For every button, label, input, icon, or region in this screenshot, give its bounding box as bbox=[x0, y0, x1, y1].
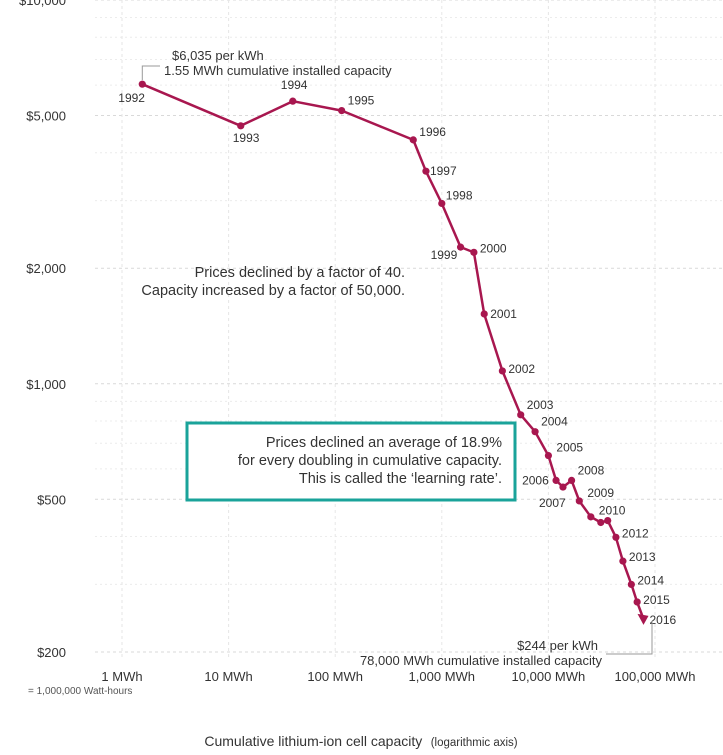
year-label: 2005 bbox=[556, 441, 583, 455]
year-label: 2003 bbox=[527, 398, 554, 412]
year-label: 1993 bbox=[233, 131, 260, 145]
x-axis-title-main: Cumulative lithium-ion cell capacity bbox=[204, 733, 422, 749]
data-point bbox=[237, 122, 245, 130]
start-capacity-annotation: 1.55 MWh cumulative installed capacity bbox=[164, 63, 392, 78]
year-label: 2001 bbox=[490, 307, 517, 321]
data-point bbox=[604, 516, 612, 525]
summary-line-2: Capacity increased by a factor of 50,000… bbox=[141, 283, 405, 299]
start-price-annotation: $6,035 per kWh bbox=[172, 48, 264, 63]
year-label: 2010 bbox=[599, 503, 626, 517]
year-label: 2013 bbox=[629, 550, 656, 564]
data-point bbox=[587, 513, 595, 521]
x-axis: 1 MWh 10 MWh 100 MWh 1,000 MWh 10,000 MWh 100… bbox=[101, 669, 695, 684]
year-label: 1992 bbox=[118, 91, 145, 105]
year-label: 1996 bbox=[419, 125, 446, 139]
year-label: 1997 bbox=[430, 164, 457, 178]
y-axis: $10,000 $5,000 $2,000 $1,000 $500 $200 bbox=[19, 0, 66, 660]
data-point bbox=[544, 451, 553, 460]
x-tick-note: = 1,000,000 Watt-hours bbox=[28, 686, 132, 697]
x-tick-label: 100 MWh bbox=[307, 669, 363, 684]
x-axis-title-note: (logarithmic axis) bbox=[431, 737, 518, 749]
data-point bbox=[633, 598, 641, 606]
y-tick-label: $5,000 bbox=[26, 109, 66, 124]
data-point bbox=[470, 248, 478, 256]
data-point bbox=[627, 580, 635, 589]
data-point bbox=[456, 243, 465, 251]
data-point bbox=[138, 80, 146, 88]
x-tick-label: 1,000 MWh bbox=[409, 669, 475, 684]
summary-line-1: Prices declined by a factor of 40. bbox=[195, 265, 405, 281]
data-point bbox=[612, 533, 620, 541]
learning-rate-line-3: This is called the ‘learning rate’. bbox=[299, 471, 502, 487]
y-tick-label: $500 bbox=[37, 492, 66, 507]
learning-rate-line-2: for every doubling in cumulative capacit… bbox=[238, 453, 502, 469]
data-point bbox=[597, 518, 605, 527]
data-point bbox=[438, 199, 446, 208]
data-point bbox=[498, 367, 506, 375]
year-label: 2007 bbox=[539, 496, 566, 510]
y-tick-label: $10,000 bbox=[19, 0, 66, 8]
year-label: 2000 bbox=[480, 241, 507, 255]
data-point bbox=[289, 97, 297, 105]
year-labels: 1992 1993 1994 1995 1996 1997 1998 1999 2000 2001… bbox=[118, 78, 676, 627]
data-point bbox=[559, 483, 567, 491]
x-tick-label: 100,000 MWh bbox=[615, 669, 696, 684]
series-end-arrow bbox=[637, 613, 649, 625]
x-tick-label: 1 MWh bbox=[101, 669, 142, 684]
year-label: 1995 bbox=[348, 94, 375, 108]
year-label: 2004 bbox=[541, 415, 568, 429]
year-label: 2006 bbox=[522, 473, 549, 487]
year-label: 2002 bbox=[508, 362, 535, 376]
data-point bbox=[575, 497, 583, 505]
data-point bbox=[338, 106, 346, 115]
price-series-line bbox=[141, 83, 645, 620]
data-point bbox=[552, 476, 560, 484]
year-label: 2008 bbox=[578, 463, 605, 477]
year-label: 2014 bbox=[637, 573, 664, 587]
y-tick-label: $200 bbox=[37, 645, 66, 660]
year-label: 1994 bbox=[281, 78, 308, 92]
y-tick-label: $1,000 bbox=[26, 377, 66, 392]
data-point bbox=[517, 411, 525, 419]
year-label: 2016 bbox=[649, 613, 676, 627]
learning-rate-box bbox=[185, 421, 517, 502]
start-annotation-leader bbox=[141, 65, 160, 81]
points-layer bbox=[138, 80, 649, 625]
x-tick-label: 10,000 MWh bbox=[512, 669, 586, 684]
year-label: 2012 bbox=[622, 526, 649, 540]
x-axis-title: Cumulative lithium-ion cell capacity (lo… bbox=[204, 733, 517, 750]
data-point bbox=[619, 557, 627, 565]
year-label: 1998 bbox=[446, 188, 473, 202]
year-label: 2015 bbox=[643, 593, 670, 607]
data-point bbox=[567, 476, 576, 484]
end-price-annotation: $244 per kWh bbox=[517, 638, 598, 653]
y-tick-label: $2,000 bbox=[26, 261, 66, 276]
learning-rate-line-1: Prices declined an average of 18.9% bbox=[266, 435, 502, 451]
year-label: 2009 bbox=[587, 486, 614, 500]
data-point bbox=[531, 428, 539, 436]
end-capacity-annotation: 78,000 MWh cumulative installed capacity bbox=[360, 653, 603, 668]
data-point bbox=[409, 136, 417, 144]
data-point bbox=[480, 310, 488, 318]
x-tick-label: 10 MWh bbox=[204, 669, 252, 684]
end-annotation-leader bbox=[606, 620, 653, 655]
data-point bbox=[422, 167, 430, 175]
year-label: 1999 bbox=[431, 248, 458, 262]
